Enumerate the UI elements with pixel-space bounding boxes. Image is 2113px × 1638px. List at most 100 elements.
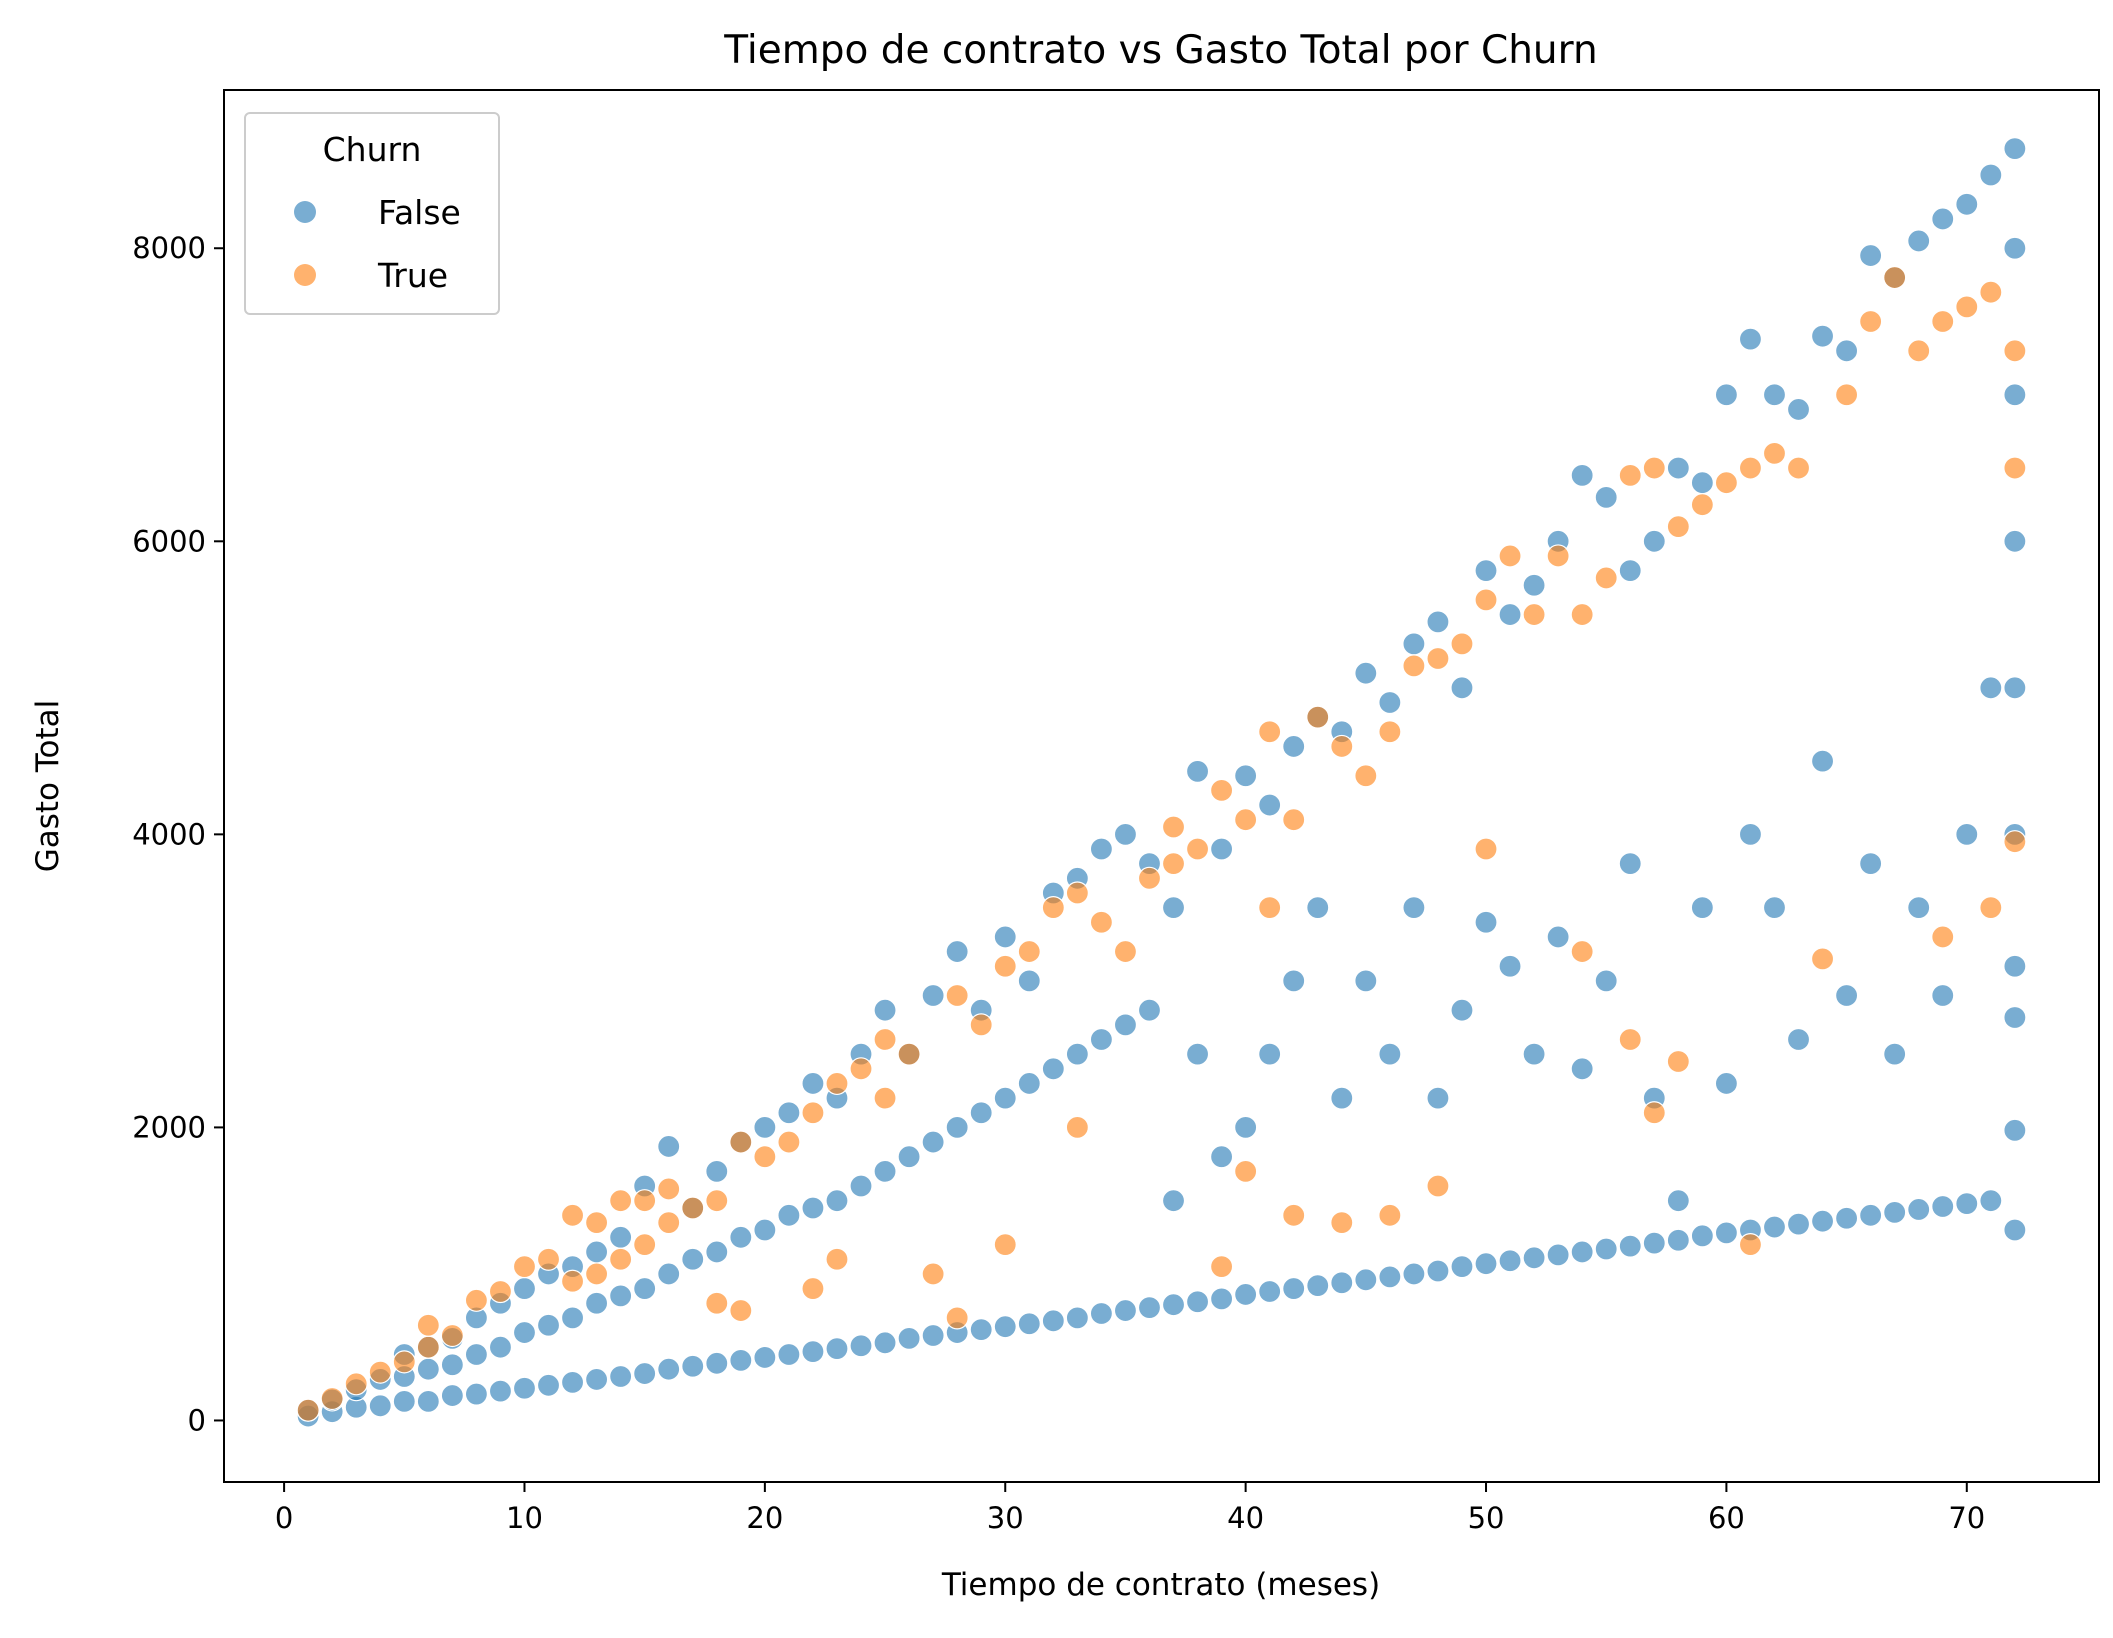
data-point-true: [1834, 383, 1859, 407]
data-point-true: [560, 1269, 585, 1293]
data-point-true: [584, 1211, 609, 1235]
data-point-false: [1931, 207, 1955, 231]
data-point-false: [681, 1247, 705, 1271]
data-point-false: [1570, 1057, 1594, 1081]
data-point-false: [705, 1351, 729, 1375]
data-point-false: [609, 1364, 633, 1389]
data-point-false: [1522, 1042, 1546, 1066]
data-point-false: [2003, 383, 2027, 407]
x-axis-label: Tiempo de contrato (meses): [941, 1567, 1380, 1603]
data-point-false: [1522, 573, 1546, 597]
data-point-true: [1642, 1101, 1666, 1125]
data-point-false: [1786, 1027, 1811, 1052]
data-point-false: [777, 1101, 801, 1125]
data-point-false: [488, 1335, 513, 1359]
data-point-false: [1979, 676, 2003, 700]
data-point-false: [2003, 1005, 2027, 1030]
data-point-true: [320, 1386, 344, 1411]
data-point-false: [1618, 559, 1642, 583]
data-point-false: [1859, 1203, 1883, 1227]
data-point-true: [1137, 866, 1162, 890]
data-point-true: [609, 1247, 633, 1271]
y-tick-label: 2000: [132, 1110, 206, 1144]
data-point-false: [1330, 1086, 1354, 1110]
data-point-false: [657, 1134, 681, 1159]
data-point-false: [560, 1370, 585, 1394]
x-tick-label: 40: [1227, 1501, 1264, 1535]
data-point-false: [2003, 529, 2027, 553]
data-point-true: [1955, 295, 1979, 319]
data-point-false: [1234, 1115, 1258, 1140]
data-point-false: [512, 1376, 537, 1400]
data-point-false: [1137, 1296, 1162, 1320]
data-point-false: [1738, 327, 1763, 351]
data-point-true: [1426, 646, 1450, 671]
data-point-false: [921, 1130, 945, 1154]
data-point-false: [633, 1276, 657, 1301]
data-point-false: [1161, 1189, 1186, 1213]
data-point-false: [1618, 1234, 1642, 1258]
data-point-true: [633, 1189, 657, 1213]
data-point-false: [2003, 236, 2027, 260]
data-point-false: [416, 1357, 440, 1381]
data-point-false: [1498, 1249, 1522, 1273]
data-point-true: [1209, 1255, 1234, 1279]
data-point-false: [1955, 822, 1979, 846]
data-point-true: [1738, 456, 1763, 480]
data-point-false: [801, 1339, 825, 1364]
data-point-false: [1041, 1309, 1065, 1333]
data-point-true: [1161, 815, 1186, 839]
x-tick-label: 0: [275, 1501, 293, 1535]
data-point-false: [825, 1337, 849, 1361]
data-point-false: [1666, 1189, 1690, 1213]
data-point-false: [416, 1389, 440, 1414]
data-point-false: [2003, 954, 2027, 978]
data-point-false: [1282, 969, 1306, 993]
data-point-false: [512, 1276, 537, 1301]
data-point-false: [1474, 559, 1498, 583]
data-point-true: [1931, 309, 1955, 334]
data-point-true: [368, 1360, 392, 1384]
data-point-false: [1113, 822, 1138, 846]
data-point-false: [969, 1101, 993, 1125]
data-point-false: [921, 1323, 945, 1348]
data-point-true: [729, 1298, 753, 1323]
data-point-true: [1714, 471, 1739, 495]
data-point-false: [1907, 229, 1931, 253]
data-point-true: [1306, 705, 1330, 729]
data-point-true: [488, 1279, 513, 1304]
data-point-true: [2003, 339, 2027, 363]
data-point-true: [1931, 925, 1955, 949]
data-point-true: [1234, 808, 1258, 832]
data-point-false: [1450, 1255, 1474, 1279]
data-point-false: [1426, 1259, 1450, 1283]
data-point-false: [1810, 1209, 1835, 1233]
data-point-false: [657, 1262, 681, 1286]
data-point-false: [1450, 998, 1474, 1022]
data-point-false: [1690, 1224, 1714, 1248]
data-point-false: [1378, 690, 1402, 715]
data-point-false: [1089, 1301, 1114, 1326]
data-point-true: [1234, 1159, 1258, 1183]
data-point-false: [873, 1159, 897, 1183]
data-point-true: [1450, 632, 1474, 656]
data-point-true: [1618, 463, 1642, 487]
data-point-false: [1522, 1246, 1546, 1270]
data-point-true: [969, 1013, 993, 1037]
data-point-false: [1714, 1221, 1739, 1245]
data-point-false: [464, 1342, 489, 1367]
data-point-false: [584, 1367, 609, 1392]
data-point-true: [1859, 309, 1883, 334]
data-point-false: [873, 998, 897, 1022]
data-point-true: [801, 1276, 825, 1301]
data-point-false: [1666, 1228, 1690, 1252]
legend-title: Churn: [323, 130, 422, 169]
data-point-false: [1834, 1206, 1859, 1230]
data-point-false: [1786, 397, 1811, 422]
data-point-false: [1426, 610, 1450, 634]
data-point-false: [1931, 983, 1955, 1008]
data-point-false: [1690, 896, 1714, 920]
data-point-false: [1666, 456, 1690, 480]
data-point-false: [1185, 759, 1210, 783]
